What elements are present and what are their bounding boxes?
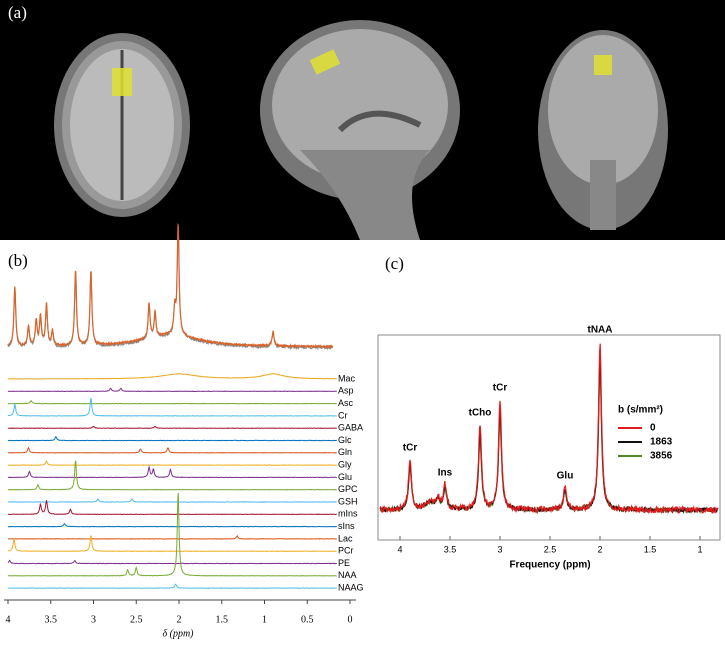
metabolite-label: Cr [338,410,348,420]
metabolite-label: GPC [338,484,358,494]
peak-label: tCr [493,383,508,394]
metabolite-label: sIns [338,521,355,531]
panel-label: (b) [8,251,28,270]
metabolite-label: Glc [338,435,352,445]
sagittal-slice [260,20,460,240]
metabolite-label: Asp [338,386,354,396]
x-tick-label: 4 [6,614,11,625]
metabolite-trace [7,559,337,565]
x-tick-label: 1 [697,544,702,554]
legend-title: b (s/mm²) [618,405,663,416]
metabolite-trace [7,425,337,430]
metabolite-trace [7,460,337,466]
x-tick-label: 4 [397,544,402,554]
fit-spectrum [7,222,334,349]
metabolite-trace [7,387,337,393]
metabolite-label: mIns [338,509,358,519]
metabolite-trace [7,500,337,516]
x-tick-label: 2.5 [544,544,557,554]
metabolite-label: Glu [338,472,352,482]
metabolite-label: Gly [338,459,352,469]
metabolite-trace [7,398,337,417]
metabolite-label: NAA [338,570,357,580]
legend-label: 1863 [650,437,673,448]
metabolite-label: GSH [338,496,358,506]
metabolite-trace [8,446,337,454]
metabolite-trace [7,535,337,553]
metabolite-trace [7,493,337,577]
x-tick-label: 3 [497,544,502,554]
metabolite-label: NAAG [338,582,364,592]
peak-label: tCho [469,408,492,419]
metabolite-trace [8,460,337,491]
legend-label: 3856 [650,451,673,462]
metabolite-trace [7,583,338,589]
metabolite-trace [7,498,337,503]
x-tick-label: 0 [348,614,353,625]
peak-label: tCr [403,443,418,454]
metabolite-trace [7,436,338,442]
x-tick-label: 2 [177,614,182,625]
metabolite-trace [7,534,337,540]
metabolite-label: Gln [338,447,352,457]
x-tick-label: 1.5 [644,544,657,554]
metabolite-trace [7,522,338,528]
x-tick-label: 3.5 [444,544,457,554]
peak-label: Glu [557,471,574,482]
peak-label: tNAA [588,325,613,336]
x-tick-label: 3.5 [45,614,58,625]
x-tick-label: 3 [91,614,96,625]
metabolite-label: Asc [338,398,354,408]
peak-label: Ins [438,468,453,479]
legend-label: 0 [650,423,656,434]
metabolite-label: GABA [338,423,363,433]
metabolite-trace [7,465,337,479]
spectrum [379,343,719,515]
panel-label: (a) [8,3,27,22]
x-tick-label: 1 [262,614,267,625]
metabolite-label: Lac [338,533,353,543]
metabolite-trace [7,400,337,405]
x-tick-label: 2 [597,544,602,554]
x-axis-label: Frequency (ppm) [509,560,590,571]
metabolite-label: Mac [338,373,356,383]
x-axis-label: δ (ppm) [162,628,194,639]
metabolite-trace [7,372,337,380]
x-tick-label: 0.5 [301,614,314,625]
coronal-slice [538,30,668,230]
metabolite-label: PCr [338,546,354,556]
metabolite-label: PE [338,558,350,568]
panel-label: (c) [385,254,404,273]
axial-slice [54,33,190,217]
panel-c-frame [377,334,721,541]
x-tick-label: 1.5 [216,614,229,625]
x-tick-label: 2.5 [130,614,143,625]
